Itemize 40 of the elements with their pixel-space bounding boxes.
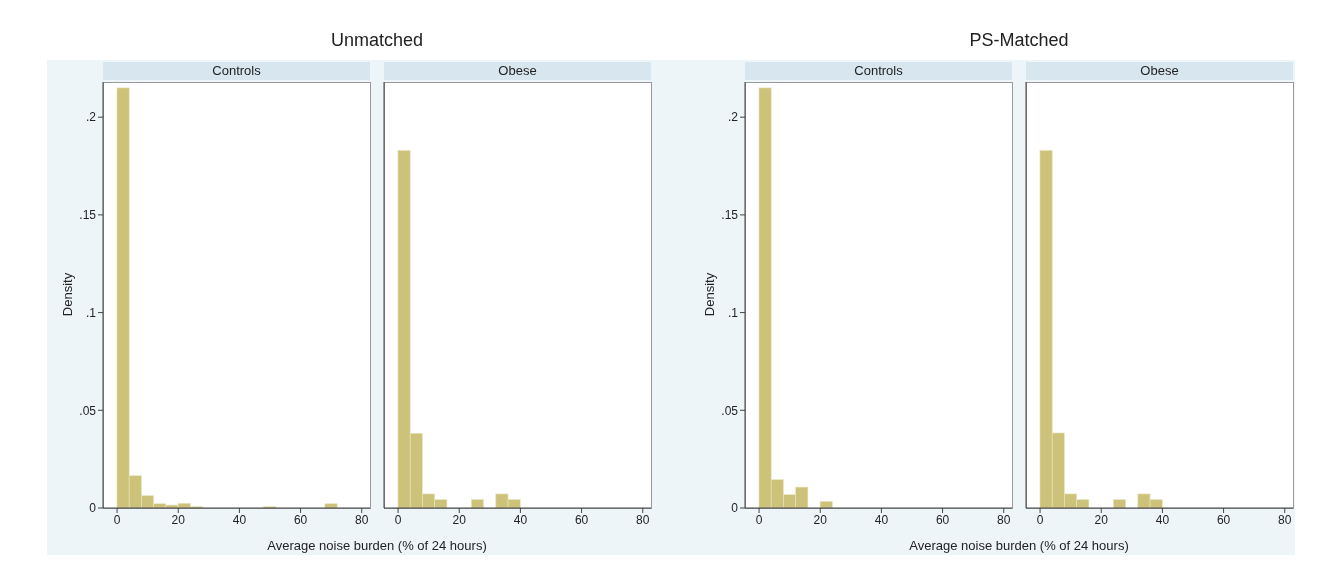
chart-subtitle: Controls xyxy=(745,62,1012,80)
y-tick-label: .15 xyxy=(79,208,97,223)
x-tick-label: 20 xyxy=(171,512,186,527)
y-tick-label: 0 xyxy=(89,501,97,516)
chart-title: PS-Matched xyxy=(968,30,1070,51)
y-axis-title: Density xyxy=(701,271,717,319)
y-tick-label: .15 xyxy=(721,208,739,223)
x-tick-label: 80 xyxy=(997,512,1011,527)
x-tick-label: 80 xyxy=(355,512,369,527)
x-axis-title: Average noise burden (% of 24 hours) xyxy=(266,538,488,553)
x-tick-label: 0 xyxy=(394,512,402,527)
y-tick-label: .1 xyxy=(85,305,97,320)
x-tick-label: 40 xyxy=(513,512,528,527)
x-tick-label: 60 xyxy=(293,512,308,527)
y-axis-title: Density xyxy=(59,271,75,319)
y-tick-label: 0 xyxy=(731,501,739,516)
x-tick-label: 0 xyxy=(755,512,763,527)
x-tick-label: 80 xyxy=(636,512,650,527)
x-tick-label: 60 xyxy=(935,512,950,527)
x-tick-label: 20 xyxy=(1094,512,1109,527)
x-tick-label: 80 xyxy=(1278,512,1292,527)
chart-subtitle: Controls xyxy=(103,62,370,80)
y-tick-label: .2 xyxy=(727,110,739,125)
y-tick-label: .2 xyxy=(85,110,97,125)
x-tick-label: 60 xyxy=(574,512,589,527)
x-tick-label: 40 xyxy=(874,512,889,527)
y-tick-label: .1 xyxy=(727,305,739,320)
x-tick-label: 40 xyxy=(232,512,247,527)
chart-subtitle: Obese xyxy=(384,62,651,80)
x-tick-label: 0 xyxy=(113,512,121,527)
chart-subtitle: Obese xyxy=(1026,62,1293,80)
chart-title: Unmatched xyxy=(329,30,425,51)
x-tick-label: 60 xyxy=(1216,512,1231,527)
x-tick-label: 20 xyxy=(813,512,828,527)
y-tick-label: .05 xyxy=(721,403,739,418)
y-tick-label: .05 xyxy=(79,403,97,418)
x-tick-label: 40 xyxy=(1155,512,1170,527)
x-tick-label: 0 xyxy=(1036,512,1044,527)
x-tick-label: 20 xyxy=(452,512,467,527)
x-axis-title: Average noise burden (% of 24 hours) xyxy=(908,538,1130,553)
